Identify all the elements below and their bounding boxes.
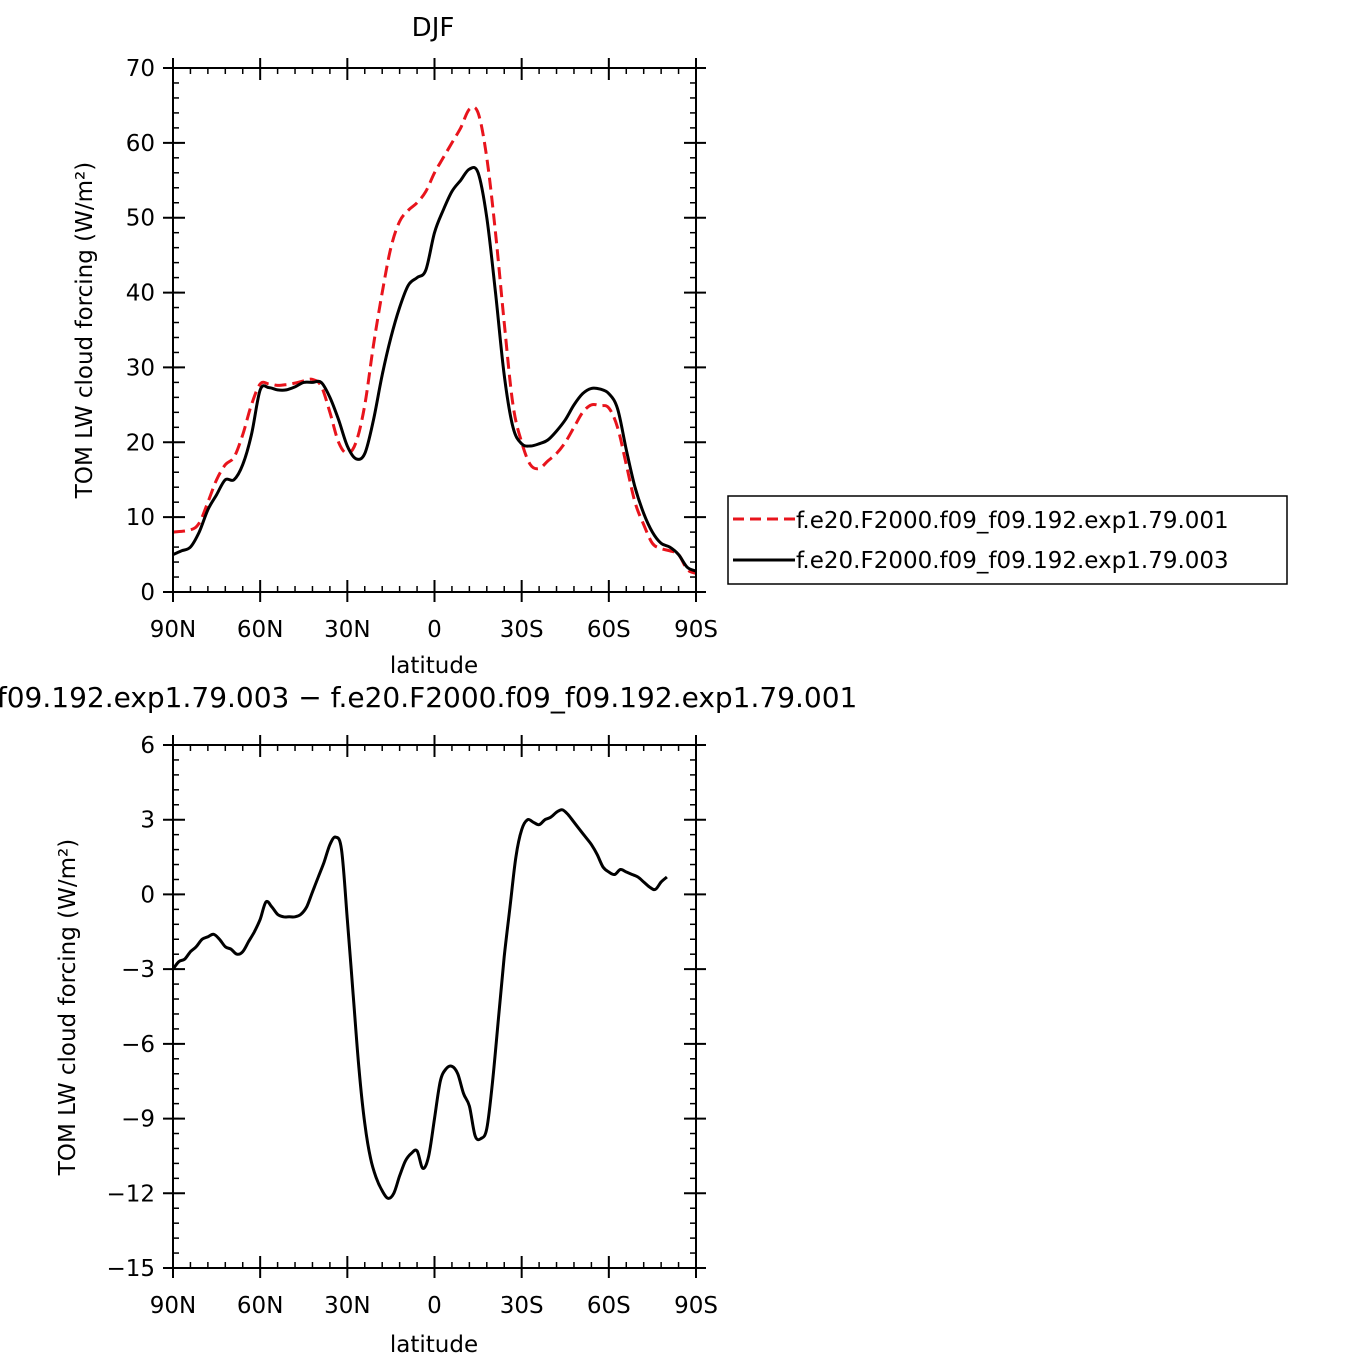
bottom-plot-frame	[172, 744, 697, 1269]
bottom-y-axis-label: TOM LW cloud forcing (W/m²)	[55, 839, 81, 1176]
x-tick-label: 90N	[150, 1293, 196, 1319]
x-tick-label: 0	[427, 617, 442, 643]
y-tick-label: 50	[126, 206, 155, 232]
x-tick-label: 90S	[674, 1293, 718, 1319]
series-line-0-1	[172, 165, 697, 573]
y-tick-label: 70	[126, 56, 155, 82]
x-tick-label: 90N	[150, 617, 196, 643]
y-tick-label: −12	[106, 1181, 155, 1207]
bottom-x-tick-labels: 90N 60N 30N 0 30S 60S 90S	[150, 1293, 718, 1319]
bottom-panel: f.e20.F2000.f09_f09.192.exp1.79.003 − f.…	[0, 681, 857, 1358]
y-tick-label: −3	[121, 957, 155, 983]
y-tick-label: 0	[140, 580, 155, 606]
y-tick-label: −6	[121, 1032, 155, 1058]
legend-label-003: f.e20.F2000.f09_f09.192.exp1.79.003	[796, 548, 1229, 574]
x-tick-label: 60S	[587, 617, 631, 643]
legend: f.e20.F2000.f09_f09.192.exp1.79.001 f.e2…	[727, 495, 1288, 585]
bottom-x-axis-label: latitude	[390, 1332, 478, 1358]
top-minor-ticks	[173, 67, 696, 593]
legend-label-001: f.e20.F2000.f09_f09.192.exp1.79.001	[796, 508, 1229, 534]
y-tick-label: −9	[121, 1107, 155, 1133]
y-tick-label: 60	[126, 131, 155, 157]
top-major-ticks	[163, 58, 706, 602]
bottom-minor-ticks	[173, 744, 696, 1269]
top-x-axis-label: latitude	[390, 653, 478, 679]
top-plot-frame	[172, 67, 697, 593]
y-tick-label: −15	[106, 1256, 155, 1282]
y-tick-label: 3	[140, 808, 155, 834]
y-tick-label: 30	[126, 355, 155, 381]
x-tick-label: 30N	[324, 617, 370, 643]
y-tick-label: 40	[126, 281, 155, 307]
x-tick-label: 0	[427, 1293, 442, 1319]
bottom-series-group	[171, 808, 668, 1200]
top-series-group	[172, 105, 697, 575]
top-y-tick-labels: 0 10 20 30 40 50 60 70	[126, 56, 155, 606]
x-tick-label: 60S	[587, 1293, 631, 1319]
x-tick-label: 60N	[237, 1293, 283, 1319]
x-tick-label: 90S	[674, 617, 718, 643]
series-line-0-0	[172, 105, 697, 575]
bottom-y-tick-labels: 6 3 0 −3 −6 −9 −12 −15	[106, 733, 155, 1282]
x-tick-label: 30S	[500, 1293, 544, 1319]
bottom-major-ticks	[163, 735, 706, 1278]
y-tick-label: 0	[140, 882, 155, 908]
y-tick-label: 10	[126, 505, 155, 531]
x-tick-label: 60N	[237, 617, 283, 643]
series-line-1-0	[171, 808, 668, 1200]
y-tick-label: 6	[140, 733, 155, 759]
y-tick-label: 20	[126, 430, 155, 456]
x-tick-label: 30S	[500, 617, 544, 643]
bottom-chart-title: f.e20.F2000.f09_f09.192.exp1.79.003 − f.…	[0, 681, 857, 714]
top-chart-title: DJF	[412, 13, 455, 43]
legend-box	[727, 495, 1288, 585]
top-y-axis-label: TOM LW cloud forcing (W/m²)	[72, 162, 98, 499]
top-x-tick-labels: 90N 60N 30N 0 30S 60S 90S	[150, 617, 718, 643]
x-tick-label: 30N	[324, 1293, 370, 1319]
